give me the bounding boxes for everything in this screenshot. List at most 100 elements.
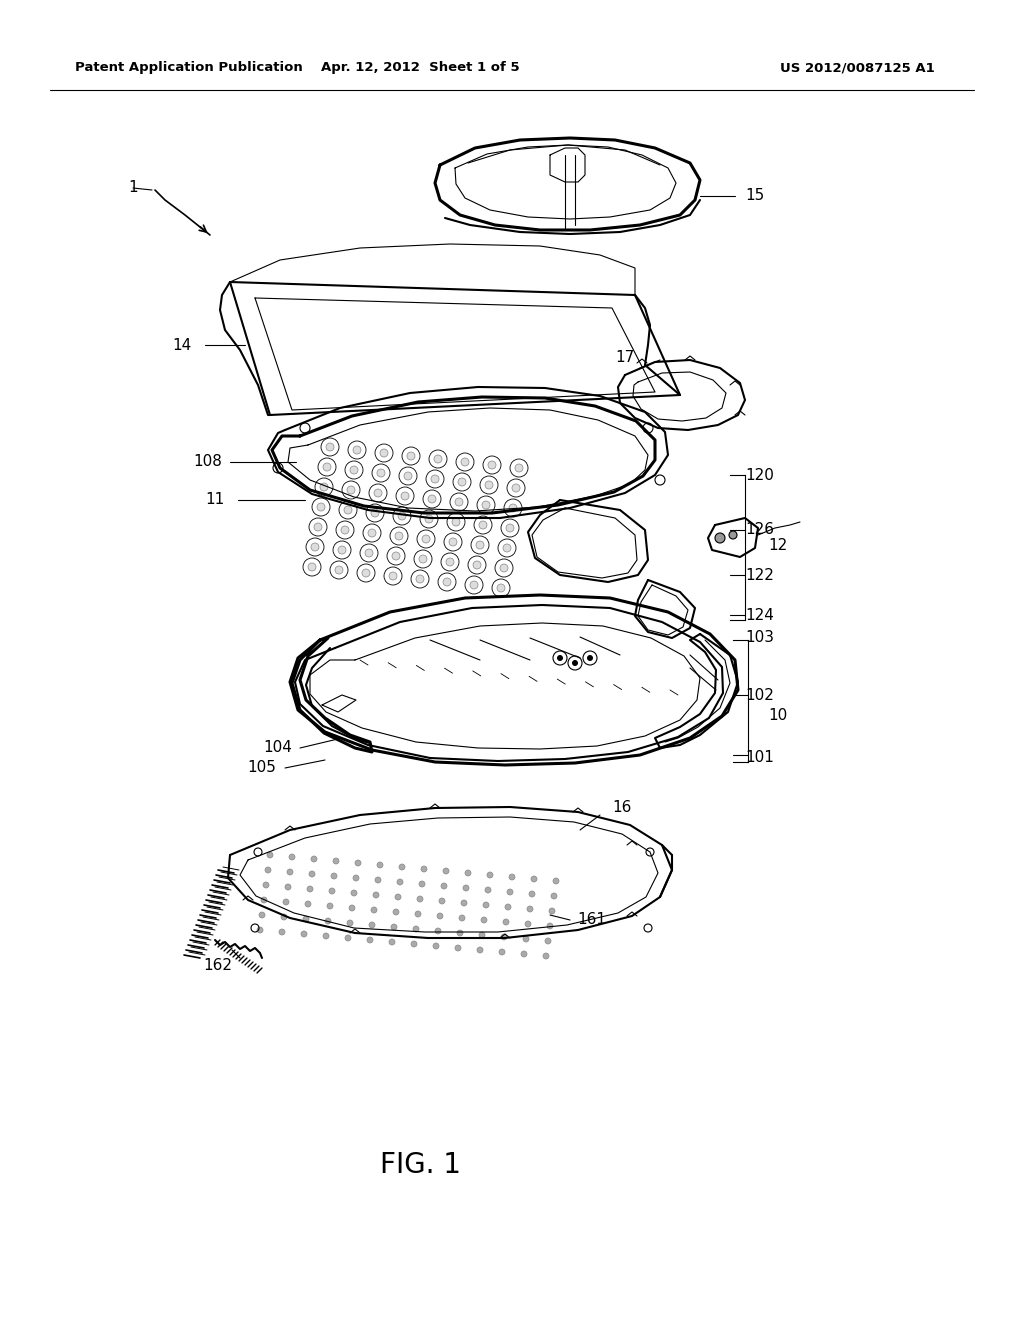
Circle shape	[487, 873, 493, 878]
Circle shape	[515, 465, 523, 473]
Circle shape	[509, 504, 517, 512]
Circle shape	[417, 896, 423, 902]
Circle shape	[325, 917, 331, 924]
Text: US 2012/0087125 A1: US 2012/0087125 A1	[780, 62, 935, 74]
Circle shape	[377, 862, 383, 869]
Circle shape	[331, 873, 337, 879]
Text: 12: 12	[768, 537, 787, 553]
Circle shape	[452, 517, 460, 525]
Text: 122: 122	[745, 568, 774, 582]
Circle shape	[479, 932, 485, 939]
Circle shape	[285, 884, 291, 890]
Circle shape	[349, 906, 355, 911]
Circle shape	[303, 916, 309, 921]
Circle shape	[485, 887, 490, 894]
Circle shape	[307, 886, 313, 892]
Circle shape	[261, 898, 267, 903]
Text: 124: 124	[745, 607, 774, 623]
Circle shape	[455, 498, 463, 506]
Circle shape	[509, 874, 515, 880]
Circle shape	[311, 855, 317, 862]
Circle shape	[439, 898, 445, 904]
Circle shape	[323, 933, 329, 939]
Circle shape	[421, 866, 427, 873]
Circle shape	[263, 882, 269, 888]
Circle shape	[416, 576, 424, 583]
Text: 120: 120	[745, 467, 774, 483]
Circle shape	[449, 539, 457, 546]
Circle shape	[499, 949, 505, 954]
Circle shape	[485, 480, 493, 488]
Circle shape	[399, 865, 406, 870]
Circle shape	[283, 899, 289, 906]
Circle shape	[389, 572, 397, 579]
Circle shape	[305, 902, 311, 907]
Circle shape	[347, 920, 353, 927]
Text: 15: 15	[745, 189, 765, 203]
Circle shape	[549, 908, 555, 913]
Circle shape	[425, 515, 433, 523]
Text: 161: 161	[578, 912, 606, 928]
Circle shape	[428, 495, 436, 503]
Circle shape	[279, 929, 285, 935]
Circle shape	[458, 478, 466, 486]
Circle shape	[389, 939, 395, 945]
Circle shape	[506, 524, 514, 532]
Text: 1: 1	[128, 181, 138, 195]
Text: Apr. 12, 2012  Sheet 1 of 5: Apr. 12, 2012 Sheet 1 of 5	[321, 62, 519, 74]
Circle shape	[529, 891, 535, 898]
Circle shape	[463, 884, 469, 891]
Circle shape	[327, 903, 333, 909]
Circle shape	[433, 942, 439, 949]
Circle shape	[437, 913, 443, 919]
Text: 108: 108	[194, 454, 222, 470]
Circle shape	[335, 566, 343, 574]
Circle shape	[317, 503, 325, 511]
Circle shape	[523, 936, 529, 942]
Circle shape	[415, 911, 421, 917]
Text: 10: 10	[768, 708, 787, 722]
Circle shape	[503, 544, 511, 552]
Circle shape	[375, 876, 381, 883]
Circle shape	[482, 502, 490, 510]
Circle shape	[287, 869, 293, 875]
Circle shape	[395, 894, 401, 900]
Circle shape	[572, 660, 578, 667]
Text: Patent Application Publication: Patent Application Publication	[75, 62, 303, 74]
Circle shape	[473, 561, 481, 569]
Circle shape	[344, 506, 352, 513]
Circle shape	[326, 444, 334, 451]
Circle shape	[345, 935, 351, 941]
Circle shape	[419, 880, 425, 887]
Circle shape	[301, 931, 307, 937]
Circle shape	[308, 564, 316, 572]
Text: 101: 101	[745, 751, 774, 766]
Text: 17: 17	[615, 351, 635, 366]
Circle shape	[311, 543, 319, 550]
Text: 103: 103	[745, 631, 774, 645]
Circle shape	[557, 655, 563, 661]
Circle shape	[374, 488, 382, 498]
Circle shape	[431, 475, 439, 483]
Circle shape	[397, 879, 403, 884]
Circle shape	[365, 549, 373, 557]
Circle shape	[443, 869, 449, 874]
Circle shape	[521, 950, 527, 957]
Circle shape	[257, 927, 263, 933]
Circle shape	[465, 870, 471, 876]
Circle shape	[551, 894, 557, 899]
Text: 11: 11	[206, 492, 224, 507]
Circle shape	[367, 937, 373, 942]
Circle shape	[715, 533, 725, 543]
Circle shape	[505, 904, 511, 909]
Circle shape	[470, 581, 478, 589]
Circle shape	[435, 928, 441, 935]
Circle shape	[329, 888, 335, 894]
Circle shape	[729, 531, 737, 539]
Circle shape	[353, 875, 359, 880]
Circle shape	[281, 913, 287, 920]
Circle shape	[392, 552, 400, 560]
Circle shape	[455, 945, 461, 950]
Circle shape	[419, 554, 427, 564]
Circle shape	[525, 921, 531, 927]
